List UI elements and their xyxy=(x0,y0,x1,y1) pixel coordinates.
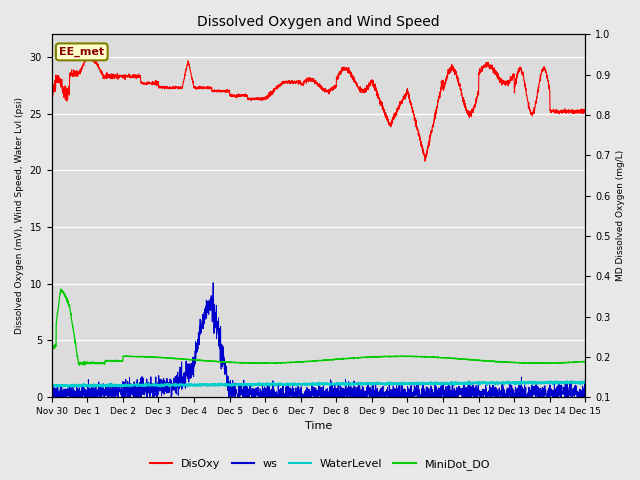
MiniDot_DO xyxy=(57,286,65,292)
DisOxy xyxy=(84,53,92,59)
WaterLevel xyxy=(64,384,72,390)
ws xyxy=(514,389,522,395)
MiniDot_DO xyxy=(276,360,284,366)
WaterLevel xyxy=(276,381,284,387)
ws xyxy=(109,389,116,395)
MiniDot_DO xyxy=(514,360,522,366)
WaterLevel xyxy=(48,383,56,389)
MiniDot_DO xyxy=(253,360,260,366)
MiniDot_DO xyxy=(48,342,56,348)
MiniDot_DO xyxy=(76,362,83,368)
DisOxy xyxy=(276,84,284,89)
Line: WaterLevel: WaterLevel xyxy=(52,381,586,387)
DisOxy xyxy=(253,96,260,102)
Y-axis label: Dissolved Oxygen (mV), Wind Speed, Water Lvl (psi): Dissolved Oxygen (mV), Wind Speed, Water… xyxy=(15,97,24,334)
X-axis label: Time: Time xyxy=(305,421,332,432)
Text: EE_met: EE_met xyxy=(59,47,104,57)
ws xyxy=(253,386,260,392)
DisOxy xyxy=(572,109,579,115)
ws xyxy=(48,394,56,400)
Title: Dissolved Oxygen and Wind Speed: Dissolved Oxygen and Wind Speed xyxy=(197,15,440,29)
WaterLevel xyxy=(552,378,560,384)
Y-axis label: MD Dissolved Oxygen (mg/L): MD Dissolved Oxygen (mg/L) xyxy=(616,150,625,281)
MiniDot_DO xyxy=(572,360,579,365)
DisOxy xyxy=(514,69,522,74)
WaterLevel xyxy=(572,380,579,385)
WaterLevel xyxy=(109,383,116,388)
DisOxy xyxy=(582,107,589,113)
ws xyxy=(582,390,589,396)
DisOxy xyxy=(421,158,429,164)
ws xyxy=(571,387,579,393)
MiniDot_DO xyxy=(141,354,148,360)
WaterLevel xyxy=(582,380,589,385)
Legend: DisOxy, ws, WaterLevel, MiniDot_DO: DisOxy, ws, WaterLevel, MiniDot_DO xyxy=(145,455,495,474)
DisOxy xyxy=(48,89,56,95)
Line: ws: ws xyxy=(52,283,586,397)
WaterLevel xyxy=(253,382,260,387)
Line: MiniDot_DO: MiniDot_DO xyxy=(52,289,586,365)
WaterLevel xyxy=(141,381,148,387)
ws xyxy=(209,280,217,286)
ws xyxy=(140,392,148,398)
WaterLevel xyxy=(514,380,522,385)
MiniDot_DO xyxy=(582,359,589,364)
ws xyxy=(276,390,284,396)
Line: DisOxy: DisOxy xyxy=(52,56,586,161)
MiniDot_DO xyxy=(109,358,117,363)
DisOxy xyxy=(109,72,116,78)
DisOxy xyxy=(141,80,148,85)
